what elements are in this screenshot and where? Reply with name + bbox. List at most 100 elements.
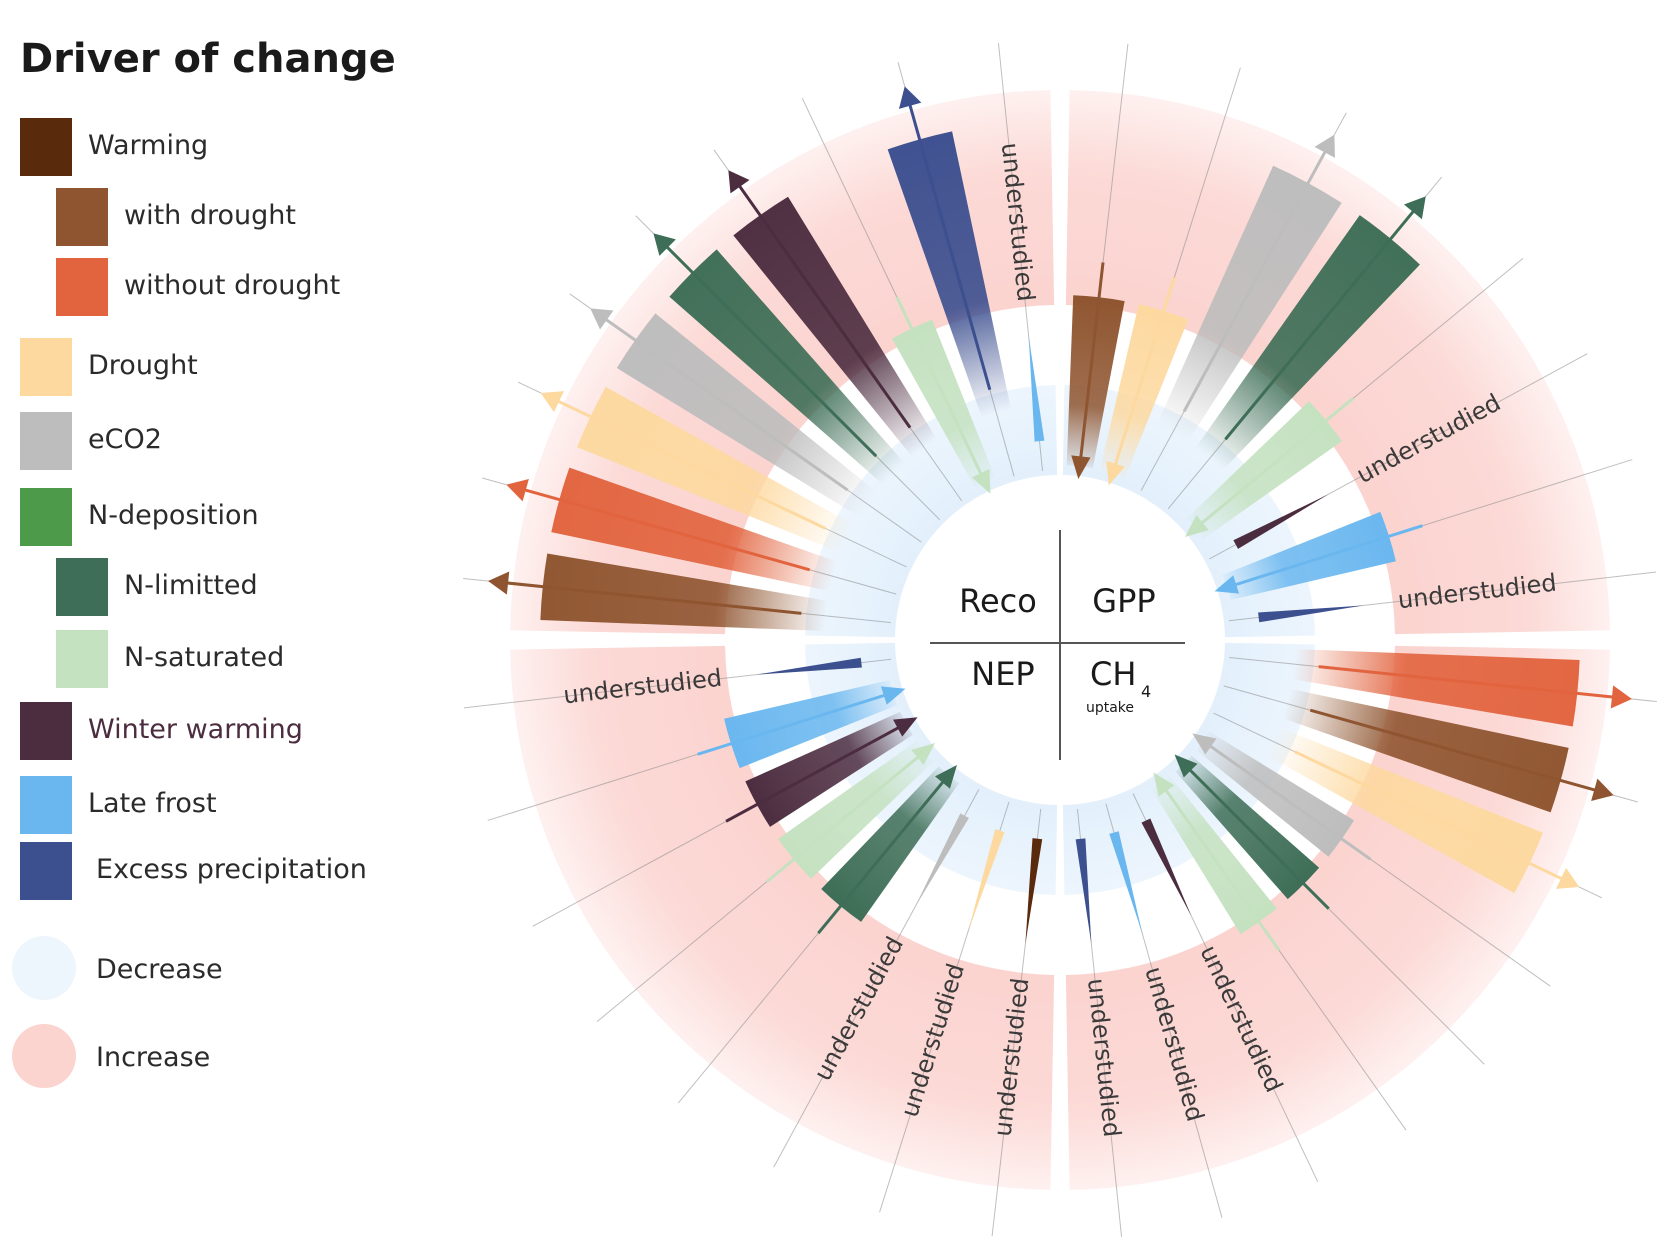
needle-nep-excess-precipitation <box>756 657 862 675</box>
needle-gpp-winter-warming <box>1233 494 1329 549</box>
arrowhead-gpp-n-limited <box>1403 196 1426 220</box>
legend-label-n-saturated: N-saturated <box>124 642 285 673</box>
center-hub: Reco GPP NEP CH 4 uptake <box>903 483 1217 797</box>
needle-nep-drought <box>968 829 1005 931</box>
arrowhead-ch4-uptake-warming-without-drought <box>1610 685 1632 709</box>
legend-label-n-limited: N-limitted <box>124 570 258 601</box>
needle-ch4-uptake-winter-warming <box>1141 818 1192 916</box>
needle-nep-warming <box>1025 838 1043 944</box>
arrowhead-gpp-eco2 <box>1314 134 1335 158</box>
arrow-gpp-late-frost <box>1223 524 1423 590</box>
arrowhead-reco-warming-without-drought <box>506 478 529 502</box>
needle-ch4-uptake-late-frost <box>1109 831 1143 934</box>
legend-label-without-drought: without drought <box>124 270 341 301</box>
arrow-reco-excess-precipitation <box>904 90 992 391</box>
arrow-reco-warming-without-drought <box>510 484 811 572</box>
arrow-reco-drought <box>544 393 826 530</box>
legend-swatch-without-drought <box>56 258 108 316</box>
wedge-reco-n-saturated <box>892 319 996 488</box>
arrowhead-ch4-uptake-eco2 <box>1192 733 1217 755</box>
wedge-nep-late-frost <box>724 679 898 769</box>
legend-swatch-eco2 <box>20 412 72 470</box>
legend-label-warming: Warming <box>88 130 209 161</box>
arrow-reco-eco2 <box>593 310 849 492</box>
arrow-gpp-n-limited <box>1224 199 1424 441</box>
arrowhead-reco-excess-precipitation <box>898 86 922 109</box>
arrowhead-gpp-drought <box>1106 460 1125 486</box>
arrowhead-ch4-uptake-n-saturated <box>1153 772 1175 797</box>
arrow-gpp-drought <box>1110 277 1176 477</box>
arrow-nep-winter-warming <box>725 720 910 823</box>
needle-ch4-uptake-excess-precipitation <box>1075 838 1092 944</box>
increase-ring-nep <box>510 645 1055 1190</box>
wedge-gpp-drought <box>1099 304 1189 478</box>
nep-label: NEP <box>971 655 1034 693</box>
ch4-label: CH <box>1090 655 1136 693</box>
arrowhead-reco-eco2 <box>590 308 614 330</box>
arrowhead-gpp-n-saturated <box>1185 515 1209 537</box>
arrow-nep-late-frost <box>697 690 897 756</box>
legend-label-eco2: eCO2 <box>88 424 162 455</box>
legend-swatch-n-saturated <box>56 630 108 688</box>
legend-swatch-late-frost <box>20 776 72 834</box>
ch4-subscript: 4 <box>1141 682 1151 701</box>
legend-swatch-decrease <box>12 936 76 1000</box>
arrow-gpp-eco2 <box>1182 138 1334 413</box>
legend-swatch-n-limited <box>56 558 108 616</box>
arrowhead-ch4-uptake-n-limited <box>1174 754 1198 778</box>
arrowhead-reco-n-saturated <box>971 469 991 494</box>
legend-swatch-excess-precipitation <box>20 842 72 900</box>
legend-label-winter-warming: Winter warming <box>88 714 303 745</box>
arrowhead-reco-drought <box>540 391 564 413</box>
arrow-ch4-uptake-eco2 <box>1199 737 1372 861</box>
arrowhead-ch4-uptake-drought <box>1556 867 1580 889</box>
gpp-label: GPP <box>1092 582 1155 620</box>
arrowhead-ch4-uptake-warming-with-drought <box>1591 778 1614 802</box>
increase-ring-gpp <box>1065 90 1610 635</box>
ch4-uptake-note: uptake <box>1086 700 1134 716</box>
legend-swatch-increase <box>12 1024 76 1088</box>
needle-nep-eco2 <box>914 813 969 909</box>
radial-diagram: understudied understudied understudied unde… <box>440 0 1663 1252</box>
arrowhead-nep-winter-warming <box>893 717 918 737</box>
arrowhead-nep-n-saturated <box>911 743 935 765</box>
arrowhead-nep-late-frost <box>880 686 906 705</box>
reco-label: Reco <box>959 582 1037 620</box>
arrow-reco-n-limited <box>655 235 878 458</box>
arrowhead-gpp-warming-with-drought <box>1071 455 1091 480</box>
legend-swatch-with-drought <box>56 188 108 246</box>
legend-swatch-winter-warming <box>20 702 72 760</box>
arrow-ch4-uptake-n-limited <box>1180 760 1330 910</box>
arrow-reco-winter-warming <box>730 173 912 429</box>
legend-label-with-drought: with drought <box>124 200 296 231</box>
arrow-gpp-warming-with-drought <box>1077 262 1105 470</box>
arrowhead-gpp-late-frost <box>1214 575 1240 594</box>
legend-swatch-drought <box>20 338 72 396</box>
arrow-nep-n-saturated <box>765 748 929 883</box>
wedge-gpp-late-frost <box>1222 511 1396 601</box>
legend-label-late-frost: Late frost <box>88 788 217 819</box>
arrow-ch4-uptake-warming-with-drought <box>1309 708 1610 796</box>
legend: Driver of change Warming with drought with… <box>0 0 470 1252</box>
legend-label-n-deposition: N-deposition <box>88 500 259 531</box>
arrow-ch4-uptake-n-saturated <box>1157 779 1281 952</box>
radial-diagram-svg: understudiedunderstudiedunderstudiedunde… <box>463 43 1657 1237</box>
legend-label-decrease: Decrease <box>96 954 223 985</box>
arrow-ch4-uptake-warming-without-drought <box>1318 665 1628 700</box>
legend-label-increase: Increase <box>96 1042 211 1073</box>
arrowhead-reco-warming-with-drought <box>488 571 510 595</box>
arrowhead-reco-n-limited <box>653 233 676 256</box>
arrow-nep-n-limited <box>817 771 952 935</box>
legend-title: Driver of change <box>20 36 396 82</box>
legend-label-drought: Drought <box>88 350 198 381</box>
arrow-ch4-uptake-drought <box>1294 750 1576 887</box>
legend-label-excess-precipitation: Excess precipitation <box>96 854 367 885</box>
arrow-reco-n-saturated <box>895 296 988 486</box>
legend-swatch-warming <box>20 118 72 176</box>
arrow-reco-warming-with-drought <box>492 580 802 615</box>
driver-arrows <box>488 86 1632 952</box>
needle-reco-late-frost <box>1028 336 1045 442</box>
arrowhead-nep-n-limited <box>935 765 957 789</box>
wedge-gpp-warming-with-drought <box>1066 295 1125 469</box>
arrow-gpp-n-saturated <box>1191 397 1355 532</box>
